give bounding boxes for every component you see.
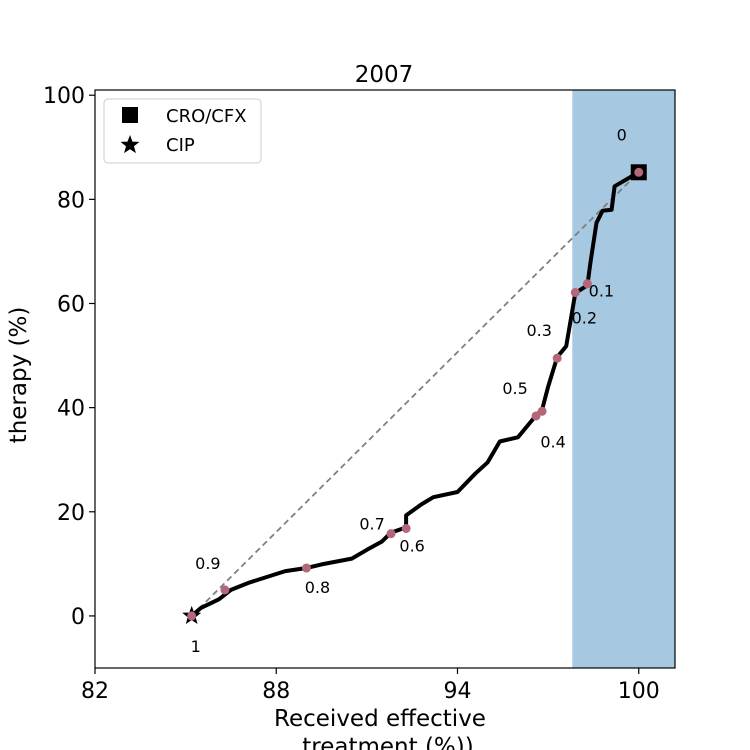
shaded-region-layer [572, 90, 675, 668]
legend-star-marker [120, 135, 140, 154]
threshold-point [570, 288, 580, 298]
threshold-label: 0.7 [359, 515, 384, 534]
legend-label-cro-cfx: CRO/CFX [166, 106, 247, 127]
y-tick-label: 40 [57, 397, 85, 422]
x-axis-title-line1: Received effective [274, 706, 486, 732]
threshold-label: 0 [617, 125, 627, 144]
x-tick-label: 100 [618, 679, 660, 704]
y-tick-label: 0 [71, 605, 85, 630]
legend-label-cip: CIP [166, 135, 195, 156]
threshold-label: 0.1 [589, 282, 614, 301]
x-tick-label: 94 [444, 679, 472, 704]
threshold-label: 0.9 [195, 554, 220, 573]
y-tick-label: 20 [57, 501, 85, 526]
threshold-point [386, 529, 396, 539]
x-axis-title-line2: treatment (%)) [302, 734, 473, 750]
threshold-label: 0.4 [540, 432, 565, 451]
threshold-point [187, 611, 197, 621]
legend-square-marker [122, 107, 138, 123]
threshold-label: 0.8 [305, 578, 330, 597]
threshold-point [582, 279, 592, 289]
y-tick-label: 100 [43, 84, 85, 109]
y-tick-label: 80 [57, 188, 85, 213]
threshold-label: 1 [191, 637, 201, 656]
threshold-point [220, 585, 230, 595]
threshold-point [401, 523, 411, 533]
threshold-point [301, 563, 311, 573]
point-label-layer: 0 0.1 0.2 0.3 0.4 0.5 0.6 0.7 0.8 0.9 1 [191, 125, 627, 656]
x-tick-label: 88 [262, 679, 290, 704]
legend-box [103, 98, 262, 164]
frontier-curve [189, 170, 641, 618]
threshold-label: 0.6 [399, 536, 424, 555]
y-axis-ticks: 0 20 40 60 80 100 [43, 84, 95, 630]
y-tick-label: 60 [57, 292, 85, 317]
frontier-curve-layer [189, 170, 641, 618]
threshold-point [531, 411, 541, 421]
x-axis-ticks: 82 88 94 100 [81, 668, 660, 704]
shaded-region [572, 90, 675, 668]
reference-line-layer [191, 171, 640, 617]
y-axis-title: therapy (%) [6, 307, 32, 444]
threshold-point [634, 167, 644, 177]
legend: CRO/CFX CIP [103, 98, 262, 164]
chart-title: 2007 [355, 62, 414, 88]
threshold-label: 0.5 [502, 379, 527, 398]
x-tick-label: 82 [81, 679, 109, 704]
threshold-points-layer [187, 167, 644, 621]
threshold-point [537, 406, 547, 416]
threshold-label: 0.3 [526, 321, 551, 340]
reference-line [191, 171, 640, 617]
threshold-point [552, 353, 562, 363]
plot-frame [94, 89, 676, 669]
threshold-label: 0.2 [572, 309, 597, 328]
